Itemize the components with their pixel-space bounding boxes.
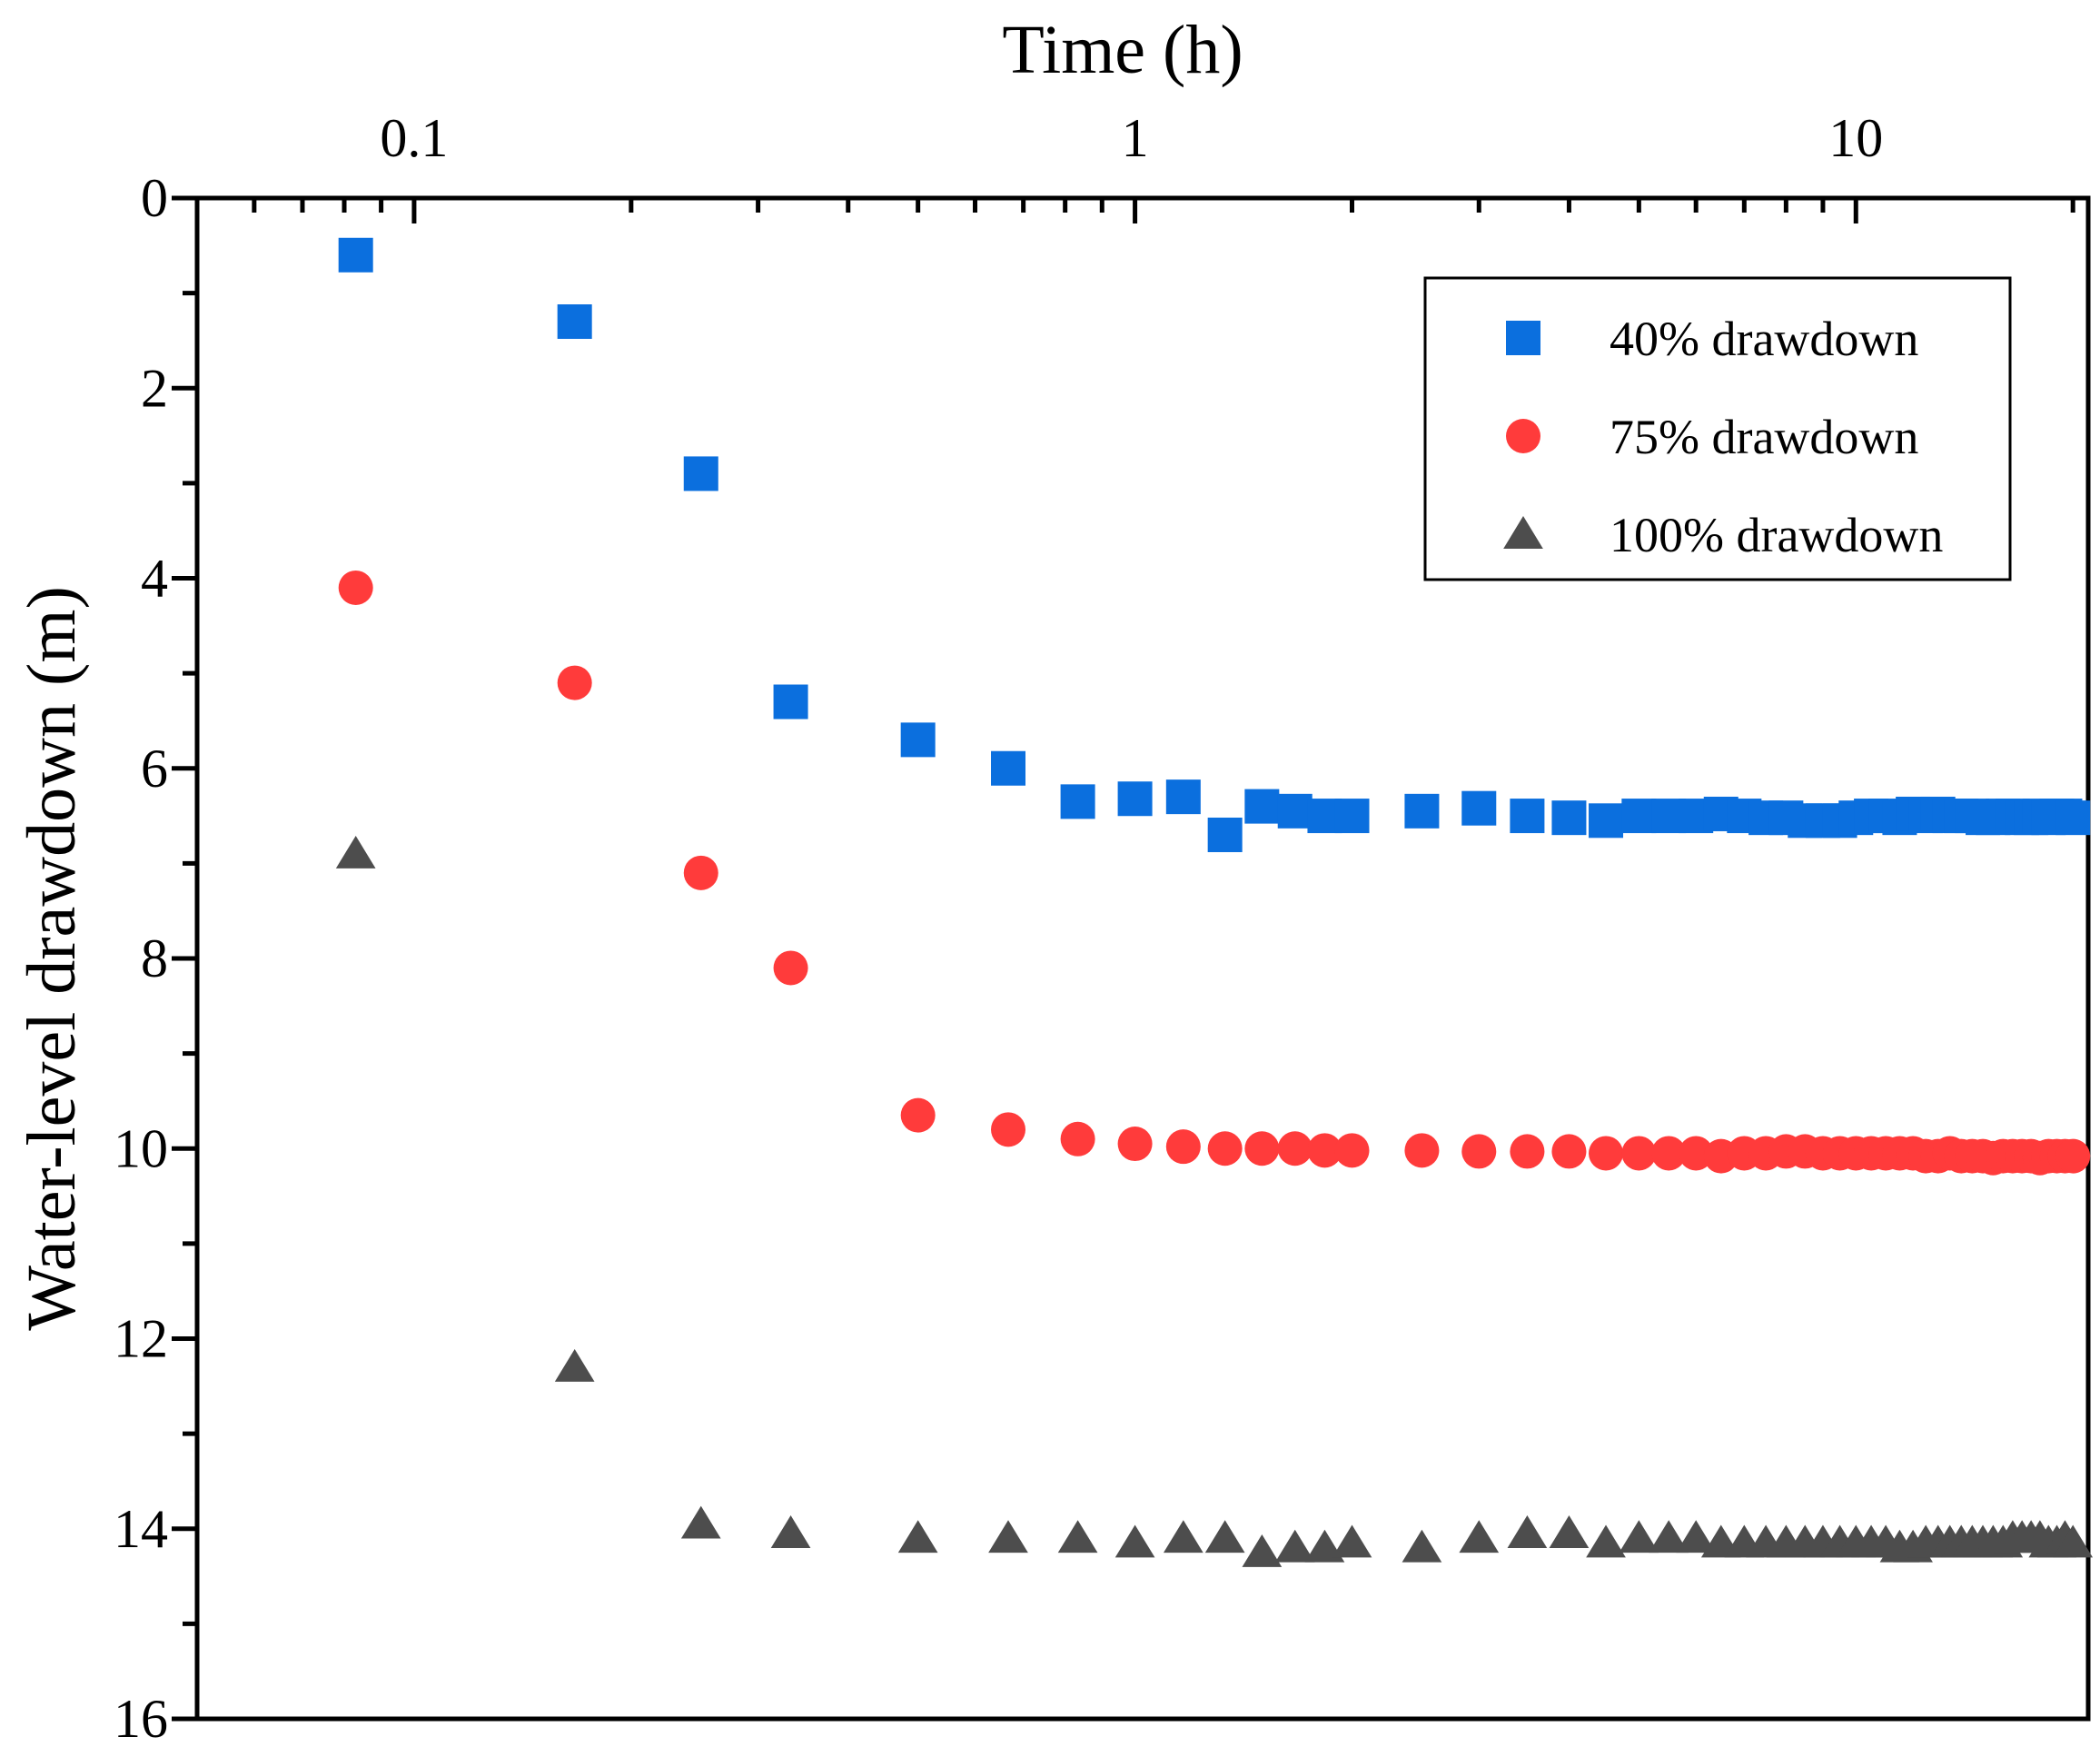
data-point <box>1404 1133 1440 1168</box>
data-point <box>557 665 592 700</box>
data-point <box>1117 781 1153 817</box>
y-axis: 0 2 4 6 8 10 12 14 16 <box>114 168 197 1749</box>
x-tick-label: 1 <box>1122 108 1149 168</box>
data-point <box>1649 1520 1689 1554</box>
data-point <box>683 855 718 890</box>
data-point <box>1589 803 1624 839</box>
data-point <box>1244 1131 1280 1166</box>
data-point <box>1207 817 1243 852</box>
data-point <box>1549 1515 1590 1548</box>
data-series <box>335 237 2094 1567</box>
data-point <box>991 750 1026 786</box>
x-tick-label: 0.1 <box>380 108 448 168</box>
legend-label: 75% drawdown <box>1610 410 1918 464</box>
data-point <box>991 1112 1026 1147</box>
data-point <box>2053 1524 2094 1558</box>
data-point <box>1244 789 1280 824</box>
data-point <box>1461 1134 1497 1169</box>
series-triangle <box>335 835 2094 1567</box>
data-point <box>1679 1136 1714 1171</box>
data-point <box>1242 1534 1283 1567</box>
y-tick-label: 14 <box>114 1499 168 1559</box>
data-point <box>338 237 373 273</box>
data-point <box>1277 793 1312 829</box>
data-point <box>338 570 373 605</box>
data-point <box>1204 1520 1245 1554</box>
data-point <box>1163 1520 1204 1554</box>
data-point <box>1207 1131 1243 1166</box>
data-point <box>773 950 808 986</box>
data-point <box>1402 1529 1442 1563</box>
data-point <box>1117 1127 1153 1162</box>
data-point <box>2055 1138 2091 1174</box>
data-point <box>335 835 376 869</box>
data-point <box>557 304 592 340</box>
data-point <box>1551 800 1587 836</box>
data-point <box>773 684 808 720</box>
data-point <box>1334 1133 1370 1168</box>
y-tick-label: 4 <box>141 549 168 609</box>
y-tick-label: 16 <box>114 1689 168 1749</box>
x-tick-label: 10 <box>1828 108 1883 168</box>
y-tick-label: 12 <box>114 1309 168 1369</box>
data-point <box>1586 1524 1626 1558</box>
legend-label: 40% drawdown <box>1610 312 1918 366</box>
data-point <box>1551 1134 1587 1169</box>
data-point <box>1676 1520 1717 1554</box>
y-tick-label: 0 <box>141 168 168 228</box>
legend-label: 100% drawdown <box>1610 508 1943 562</box>
data-point <box>1114 1524 1155 1558</box>
data-point <box>554 1348 595 1382</box>
data-point <box>1274 1529 1315 1563</box>
data-point <box>1404 793 1440 829</box>
data-point <box>1510 1134 1545 1169</box>
series-circle <box>338 570 2091 1176</box>
y-tick-label: 8 <box>141 928 168 988</box>
data-point <box>1165 1129 1201 1165</box>
data-point <box>1060 784 1095 819</box>
data-point <box>900 1097 936 1133</box>
y-tick-label: 10 <box>114 1118 168 1178</box>
data-point <box>770 1515 811 1548</box>
data-point <box>1621 799 1657 834</box>
data-point <box>1459 1520 1500 1554</box>
y-axis-title: Water-level drawdown (m) <box>14 586 90 1331</box>
data-point <box>1057 1520 1098 1554</box>
data-point <box>1334 799 1370 834</box>
data-point <box>1621 1136 1657 1171</box>
data-point <box>900 722 936 758</box>
legend-marker <box>1506 321 1540 355</box>
x-axis: 0.1 1 10 <box>194 108 2075 223</box>
data-point <box>1619 1520 1659 1554</box>
x-axis-title: Time (h) <box>1002 12 1243 88</box>
legend: 40% drawdown 75% drawdown 100% drawdown <box>1423 276 2012 581</box>
data-point <box>680 1505 721 1539</box>
data-point <box>988 1520 1028 1554</box>
data-point <box>1510 799 1545 834</box>
data-point <box>1651 1136 1687 1171</box>
y-tick-label: 2 <box>141 358 168 418</box>
legend-marker <box>1506 419 1540 453</box>
data-point <box>1307 1133 1342 1168</box>
data-point <box>1060 1121 1095 1156</box>
data-point <box>683 456 718 491</box>
data-point <box>897 1520 938 1554</box>
data-point <box>1332 1524 1372 1558</box>
data-point <box>1507 1515 1548 1548</box>
legend-marker <box>1503 516 1543 549</box>
data-point <box>1461 790 1497 826</box>
y-tick-label: 6 <box>141 739 168 799</box>
data-point <box>1589 1136 1624 1171</box>
data-point <box>2055 800 2091 836</box>
series-square <box>338 237 2091 852</box>
data-point <box>1277 1131 1312 1166</box>
data-point <box>1165 779 1201 815</box>
